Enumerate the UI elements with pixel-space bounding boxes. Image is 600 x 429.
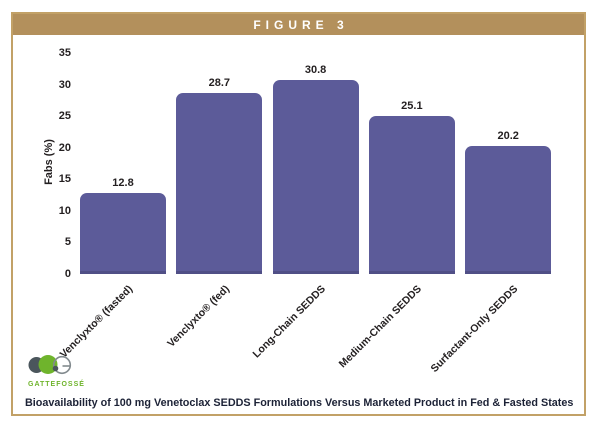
gattefosse-logo-icon: [28, 355, 72, 375]
figure-title: FIGURE 3: [253, 17, 349, 32]
y-tick-label: 10: [58, 204, 71, 217]
x-category-label-text: Long-Chain SEDDS: [250, 283, 329, 361]
x-category-label-text: Surfactant-Only SEDDS: [428, 283, 521, 375]
bar: [272, 79, 359, 274]
gattefosse-logo: GATTEFOSSÉ: [28, 355, 118, 388]
y-tick-label: 20: [58, 141, 71, 154]
y-tick-label: 5: [64, 236, 71, 249]
y-tick-label: 15: [58, 173, 71, 186]
bar-value-label: 12.8: [112, 177, 134, 190]
bar-value-label: 30.8: [304, 63, 327, 76]
bar: [80, 193, 166, 274]
figure-caption: Bioavailability of 100 mg Venetoclax SED…: [25, 397, 574, 409]
x-category-label-text: Medium-Chain SEDDS: [337, 283, 425, 371]
logo-brand-text: GATTEFOSSÉ: [28, 381, 85, 388]
y-tick-label: 35: [58, 47, 71, 59]
bar-value-label: 25.1: [401, 99, 423, 112]
bar: [368, 115, 455, 274]
x-category-label-text: Venclyxto® (fasted): [57, 283, 136, 361]
y-tick-label: 30: [58, 78, 71, 91]
bar: [465, 146, 552, 274]
bar: [176, 92, 263, 274]
x-category-label-text: Venclyxto® (fed): [165, 283, 232, 350]
y-tick-label: 0: [64, 268, 71, 280]
y-tick-label: 25: [58, 110, 71, 123]
bar-value-label: 20.2: [497, 130, 519, 143]
figure-header: FIGURE 3: [13, 14, 584, 35]
bar-value-label: 28.7: [208, 76, 230, 89]
